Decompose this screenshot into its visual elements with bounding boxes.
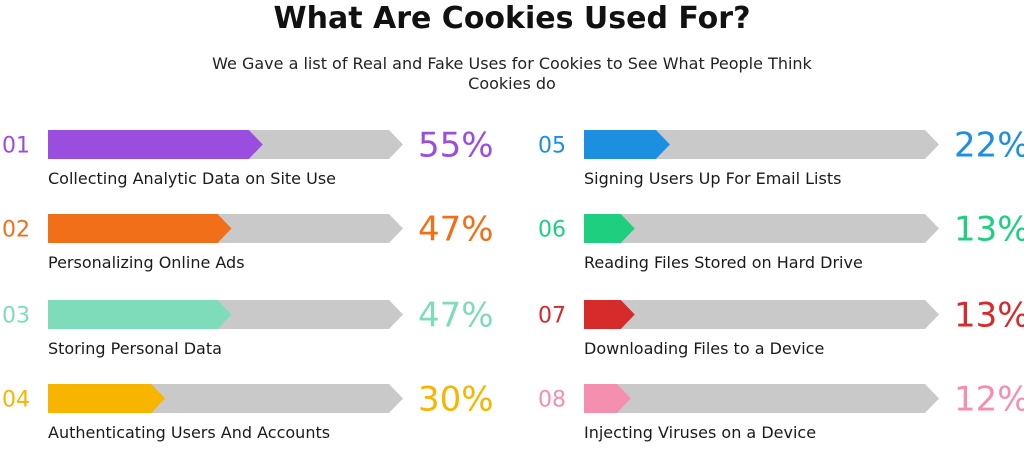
- bar-fill: [584, 214, 635, 243]
- bar-fill: [48, 130, 263, 159]
- bar-track: [584, 384, 939, 413]
- bar-fill: [48, 214, 232, 243]
- bar-row: 07 13% Downloading Files to a Device: [538, 296, 1024, 359]
- value-label: 12%: [954, 380, 1024, 420]
- bar-track: [584, 130, 939, 159]
- category-label: Signing Users Up For Email Lists: [584, 169, 841, 188]
- bar-row: 02 47% Personalizing Online Ads: [2, 210, 494, 273]
- chart-title: What Are Cookies Used For?: [273, 1, 751, 36]
- bar-fill: [584, 384, 631, 413]
- bar-row: 01 55% Collecting Analytic Data on Site Us…: [2, 126, 494, 189]
- bar-row: 06 13% Reading Files Stored on Hard Drive: [538, 210, 1024, 273]
- category-label: Collecting Analytic Data on Site Use: [48, 169, 336, 188]
- value-label: 13%: [954, 296, 1024, 336]
- bar-track: [584, 300, 939, 329]
- category-label: Personalizing Online Ads: [48, 253, 245, 272]
- bar-row: 03 47% Storing Personal Data: [2, 296, 494, 359]
- bar-fill: [584, 130, 670, 159]
- value-label: 55%: [418, 126, 494, 166]
- bar-row: 04 30% Authenticating Users And Accounts: [2, 380, 494, 443]
- category-label: Downloading Files to a Device: [584, 339, 824, 358]
- value-label: 22%: [954, 126, 1024, 166]
- bar-track: [584, 214, 939, 243]
- row-number: 01: [2, 134, 30, 159]
- bar-row: 05 22% Signing Users Up For Email Lists: [538, 126, 1024, 189]
- category-label: Authenticating Users And Accounts: [48, 423, 330, 442]
- chart-subtitle: We Gave a list of Real and Fake Uses for…: [212, 54, 812, 93]
- value-label: 47%: [418, 210, 494, 250]
- row-number: 08: [538, 388, 566, 413]
- row-number: 07: [538, 304, 566, 329]
- row-number: 02: [2, 218, 30, 243]
- value-label: 30%: [418, 380, 494, 420]
- row-number: 04: [2, 388, 30, 413]
- row-number: 03: [2, 304, 30, 329]
- category-label: Injecting Viruses on a Device: [584, 423, 816, 442]
- bar-fill: [48, 384, 166, 413]
- value-label: 47%: [418, 296, 494, 336]
- bar-row: 08 12% Injecting Viruses on a Device: [538, 380, 1024, 443]
- row-number: 06: [538, 218, 566, 243]
- bar-fill: [48, 300, 232, 329]
- category-label: Storing Personal Data: [48, 339, 222, 358]
- row-number: 05: [538, 134, 566, 159]
- value-label: 13%: [954, 210, 1024, 250]
- category-label: Reading Files Stored on Hard Drive: [584, 253, 863, 272]
- bar-fill: [584, 300, 635, 329]
